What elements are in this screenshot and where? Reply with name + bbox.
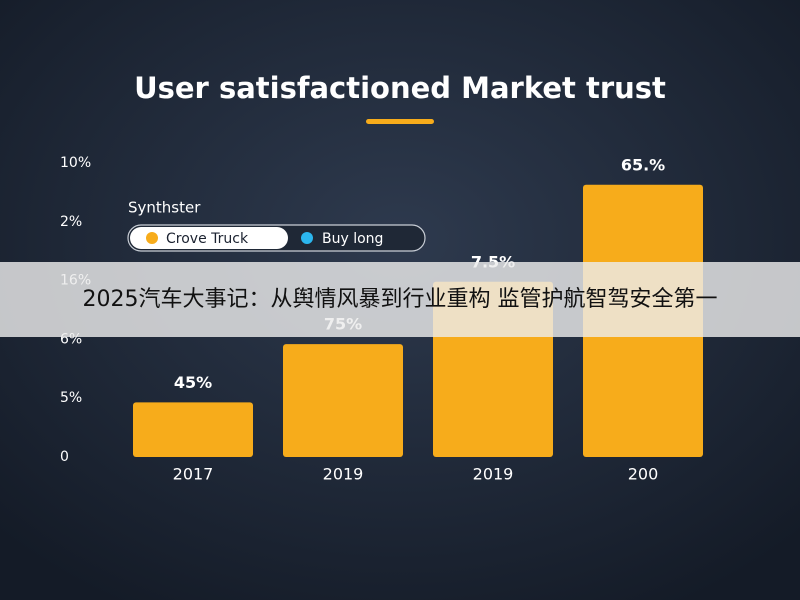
legend-label: Buy long xyxy=(322,231,383,247)
bar xyxy=(283,344,403,457)
banner-text: 2025汽车大事记：从舆情风暴到行业重构 监管护航智驾安全第一 xyxy=(83,287,718,312)
banner-band xyxy=(0,262,800,337)
y-tick-label: 10% xyxy=(60,155,91,171)
y-tick-label: 0 xyxy=(60,449,69,465)
y-tick-label: 5% xyxy=(60,390,82,406)
legend-label: Crove Truck xyxy=(166,231,249,247)
data-label: 45% xyxy=(174,373,212,392)
title-underline xyxy=(366,119,434,124)
x-tick-label: 2019 xyxy=(323,465,364,484)
legend-selected xyxy=(130,227,288,249)
legend-swatch xyxy=(146,232,158,244)
bar xyxy=(133,402,253,457)
chart-title: User satisfactioned Market trust xyxy=(134,71,666,105)
data-label: 65.% xyxy=(621,155,665,174)
legend-swatch xyxy=(301,232,313,244)
x-tick-label: 200 xyxy=(628,465,659,484)
legend-title: Synthster xyxy=(128,199,201,217)
x-tick-label: 2019 xyxy=(473,465,514,484)
y-tick-label: 2% xyxy=(60,214,82,230)
x-tick-label: 2017 xyxy=(173,465,214,484)
